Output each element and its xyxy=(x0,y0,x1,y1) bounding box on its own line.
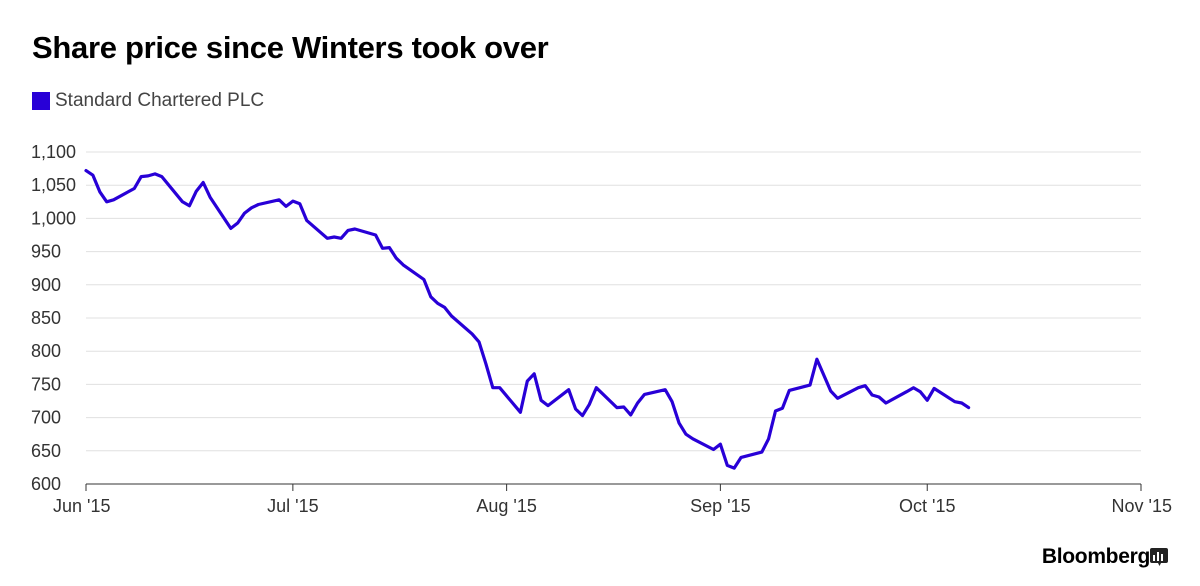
y-tick-label: 1,100 xyxy=(31,142,76,162)
y-tick-label: 1,050 xyxy=(31,175,76,195)
x-axis: Jun '15 Jul '15 Aug '15 Sep '15 Oct '15 Nov '… xyxy=(53,483,1172,516)
y-tick-label: 650 xyxy=(31,441,61,461)
gridlines xyxy=(86,151,1141,452)
series-line-standard-chartered xyxy=(84,169,971,470)
bloomberg-terminal-icon xyxy=(1150,548,1168,566)
x-tick-label: Nov '15 xyxy=(1112,496,1172,516)
x-tick-label: Oct '15 xyxy=(899,496,955,516)
y-tick-label: 750 xyxy=(31,374,61,394)
legend-label: Standard Chartered PLC xyxy=(55,90,265,111)
x-tick-label: Aug '15 xyxy=(476,496,537,516)
x-tick-label: Jul '15 xyxy=(267,496,318,516)
y-tick-label: 950 xyxy=(31,242,61,262)
y-tick-label: 850 xyxy=(31,308,61,328)
bloomberg-logo: Bloomberg xyxy=(1041,545,1150,568)
legend: Standard Chartered PLC xyxy=(32,90,264,112)
x-tick-label: Sep '15 xyxy=(690,496,751,516)
y-tick-label: 800 xyxy=(31,341,61,361)
chart-title: Share price since Winters took over xyxy=(32,30,549,65)
legend-swatch xyxy=(32,92,50,110)
series-layer xyxy=(84,169,971,470)
y-tick-label: 900 xyxy=(31,275,61,295)
y-tick-label: 1,000 xyxy=(31,208,76,228)
y-tick-label: 600 xyxy=(31,474,61,494)
y-tick-label: 700 xyxy=(31,408,61,428)
x-tick-label: Jun '15 xyxy=(53,496,110,516)
y-axis: 600 650 700 750 800 850 900 950 1,000 1,050 1,100 xyxy=(31,142,76,494)
